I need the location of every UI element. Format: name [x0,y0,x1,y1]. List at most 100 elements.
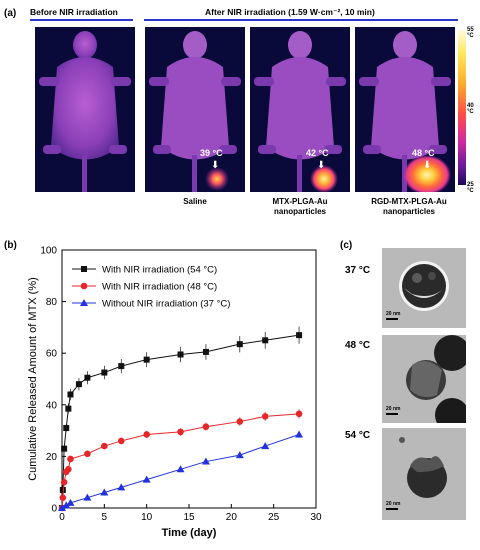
temp-label-mtx: 42 °C [306,148,329,158]
colorbar [458,30,466,185]
scale-bar [386,508,398,510]
header-before-rule [30,19,133,21]
header-before: Before NIR irradiation [30,7,118,17]
thermal-image-before [35,27,135,192]
x-tick-label: 25 [268,512,280,523]
arrow-down-icon: ⬇ [423,160,432,171]
data-point [75,381,82,388]
data-point [295,430,304,438]
panel-a-label: (a) [4,8,17,19]
x-axis-label: Time (day) [162,527,217,539]
data-point [84,374,91,381]
data-point [261,442,270,450]
data-point [118,363,125,370]
y-tick-label: 60 [46,349,58,360]
data-point [67,455,74,463]
temp-label-saline: 39 °C [200,148,223,158]
caption-rgd-mtx-plga-au: RGD-MTX-PLGA-Au nanoparticles [371,197,447,216]
data-point [65,405,72,412]
legend-marker [80,282,88,290]
data-point [101,442,108,450]
data-point [176,465,185,473]
data-point [201,457,210,465]
data-point [142,475,151,483]
legend-marker [80,299,88,306]
data-point [296,332,303,339]
scale-label: 20 nm [386,311,401,317]
thermal-image-mtx-plga-au [250,27,350,192]
legend-label: Without NIR irradiation (37 °C) [102,299,230,310]
caption-saline: Saline [183,197,207,206]
series-line [61,334,300,509]
data-point [63,425,70,432]
data-point [84,450,91,458]
x-tick-label: 20 [226,512,238,523]
header-after-rule [144,19,458,21]
y-tick-label: 0 [51,504,57,515]
data-point [236,341,243,348]
data-point [100,488,109,496]
caption-mtx-plga-au: MTX-PLGA-Au nanoparticles [272,197,328,216]
legend-marker [81,266,87,272]
arrow-down-icon: ⬇ [211,160,220,171]
data-point [58,504,66,511]
data-point [261,413,269,420]
y-tick-label: 40 [46,400,58,411]
x-tick-label: 0 [59,512,65,523]
y-tick-label: 100 [40,246,57,257]
data-point [202,348,209,355]
data-point [262,337,269,344]
data-point [66,498,75,506]
tem-image-48: 20 nm [382,335,466,423]
data-point [143,431,150,438]
tem-temp-54: 54 °C [345,430,371,441]
legend-label: With NIR irradiation (54 °C) [102,265,217,276]
x-tick-label: 10 [141,512,153,523]
data-point [83,493,92,501]
tem-image-54: 20 nm [382,428,466,520]
x-tick-label: 30 [310,512,322,523]
scale-bar [386,413,398,415]
data-point [236,418,244,425]
data-point [61,445,68,452]
y-tick-label: 80 [46,297,58,308]
colorbar-max: 55 °C [467,27,474,39]
data-point [62,501,71,509]
x-tick-label: 15 [183,512,195,523]
colorbar-mid: 40 °C [467,103,474,115]
data-point [59,494,67,501]
scale-bar [386,318,398,320]
data-point [202,423,210,431]
tem-temp-48: 48 °C [345,340,371,351]
arrow-down-icon: ⬇ [317,160,326,171]
panel-c-label: (c) [340,240,353,251]
data-point [117,437,125,445]
y-tick-label: 20 [46,452,58,463]
data-point [117,483,126,491]
data-point [177,351,184,358]
data-point [235,451,244,459]
tem-image-37: 20 nm [382,248,466,328]
tem-temp-37: 37 °C [345,265,371,276]
temp-label-rgd: 48 °C [412,148,435,158]
data-point [59,486,66,493]
data-point [177,428,184,436]
data-point [101,369,108,376]
scale-label: 20 nm [386,406,401,412]
data-point [60,478,68,486]
panel-b-label: (b) [4,240,17,251]
colorbar-min: 25 °C [467,182,474,194]
series-line [61,413,300,509]
data-point [65,466,72,473]
x-tick-label: 5 [102,512,108,523]
scale-label: 20 nm [386,501,401,507]
release-chart: 0 5 10 15 20 25 30 0 20 40 60 80 100 Time (day) Cumula… [27,246,322,540]
legend-label: With NIR irradiation (48 °C) [102,282,217,293]
data-point [67,391,74,398]
data-point [295,410,303,418]
data-point [143,356,150,363]
y-axis-label: Cumulative Released Amount of MTX (%) [27,277,39,481]
thermal-image-rgd-mtx-plga-au [355,27,455,192]
header-after: After NIR irradiation (1.59 W·cm⁻², 10 m… [205,7,375,17]
thermal-image-saline [145,27,245,192]
